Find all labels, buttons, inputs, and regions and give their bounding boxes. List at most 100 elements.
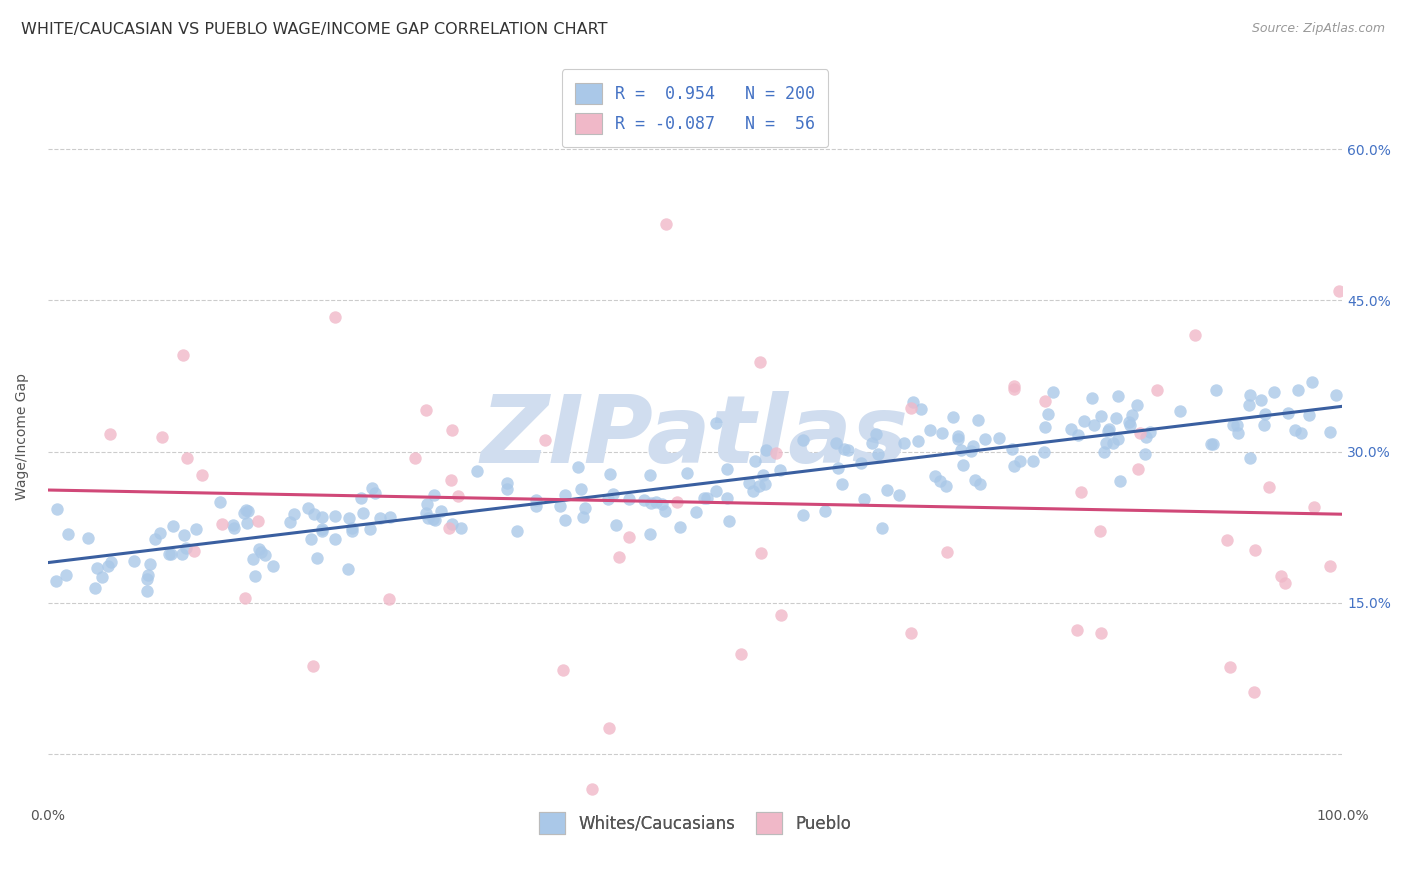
- Point: [931, 425, 953, 440]
- Point: [465, 464, 488, 478]
- Point: [548, 499, 571, 513]
- Point: [602, 487, 624, 501]
- Point: [749, 355, 772, 369]
- Point: [173, 528, 195, 542]
- Point: [183, 543, 205, 558]
- Point: [283, 507, 305, 521]
- Point: [907, 434, 929, 449]
- Point: [730, 647, 752, 661]
- Point: [136, 572, 159, 586]
- Point: [974, 432, 997, 446]
- Point: [162, 518, 184, 533]
- Point: [430, 504, 453, 518]
- Point: [496, 482, 519, 496]
- Point: [136, 584, 159, 599]
- Point: [1129, 425, 1152, 440]
- Point: [247, 541, 270, 556]
- Point: [176, 450, 198, 465]
- Point: [1319, 425, 1341, 439]
- Point: [1239, 399, 1261, 413]
- Point: [440, 473, 463, 487]
- Point: [837, 443, 859, 458]
- Point: [359, 522, 381, 536]
- Point: [832, 442, 855, 456]
- Point: [1244, 543, 1267, 558]
- Point: [887, 488, 910, 502]
- Point: [755, 443, 778, 458]
- Point: [969, 477, 991, 491]
- Point: [364, 486, 387, 500]
- Point: [929, 474, 952, 488]
- Point: [676, 466, 699, 480]
- Point: [415, 506, 437, 520]
- Point: [1067, 428, 1090, 442]
- Point: [305, 551, 328, 566]
- Point: [962, 439, 984, 453]
- Point: [581, 782, 603, 797]
- Point: [554, 488, 576, 502]
- Legend: Whites/Caucasians, Pueblo: Whites/Caucasians, Pueblo: [531, 805, 858, 840]
- Point: [416, 510, 439, 524]
- Point: [655, 218, 678, 232]
- Point: [233, 506, 256, 520]
- Point: [90, 570, 112, 584]
- Point: [704, 484, 727, 499]
- Point: [236, 516, 259, 530]
- Point: [751, 468, 773, 483]
- Point: [1274, 576, 1296, 591]
- Point: [765, 446, 787, 460]
- Point: [1033, 394, 1056, 409]
- Point: [668, 520, 690, 534]
- Point: [1222, 418, 1244, 433]
- Text: WHITE/CAUCASIAN VS PUEBLO WAGE/INCOME GAP CORRELATION CHART: WHITE/CAUCASIAN VS PUEBLO WAGE/INCOME GA…: [21, 22, 607, 37]
- Point: [640, 526, 662, 541]
- Point: [1250, 393, 1272, 408]
- Point: [55, 568, 77, 582]
- Point: [337, 510, 360, 524]
- Point: [534, 433, 557, 447]
- Point: [1257, 480, 1279, 494]
- Point: [342, 521, 364, 535]
- Point: [149, 525, 172, 540]
- Point: [1215, 533, 1237, 547]
- Point: [1118, 416, 1140, 430]
- Point: [860, 435, 883, 450]
- Point: [876, 483, 898, 497]
- Point: [1092, 445, 1115, 459]
- Point: [1126, 462, 1149, 476]
- Point: [249, 545, 271, 559]
- Point: [242, 552, 264, 566]
- Point: [152, 430, 174, 444]
- Point: [350, 491, 373, 505]
- Point: [942, 410, 965, 425]
- Point: [145, 533, 167, 547]
- Point: [1253, 418, 1275, 433]
- Point: [301, 532, 323, 546]
- Point: [1125, 398, 1147, 412]
- Point: [1002, 382, 1025, 396]
- Point: [1289, 425, 1312, 440]
- Point: [754, 477, 776, 491]
- Point: [172, 348, 194, 362]
- Point: [1219, 659, 1241, 673]
- Point: [716, 462, 738, 476]
- Point: [416, 498, 439, 512]
- Point: [441, 517, 464, 532]
- Point: [1073, 414, 1095, 428]
- Point: [718, 514, 741, 528]
- Point: [1254, 407, 1277, 421]
- Point: [352, 506, 374, 520]
- Point: [440, 423, 463, 437]
- Point: [952, 458, 974, 472]
- Point: [1119, 417, 1142, 432]
- Point: [893, 436, 915, 450]
- Point: [1270, 569, 1292, 583]
- Point: [1327, 284, 1350, 298]
- Point: [960, 444, 983, 458]
- Point: [224, 521, 246, 535]
- Point: [1101, 436, 1123, 450]
- Point: [56, 527, 79, 541]
- Point: [738, 475, 761, 490]
- Point: [243, 569, 266, 583]
- Point: [45, 574, 67, 588]
